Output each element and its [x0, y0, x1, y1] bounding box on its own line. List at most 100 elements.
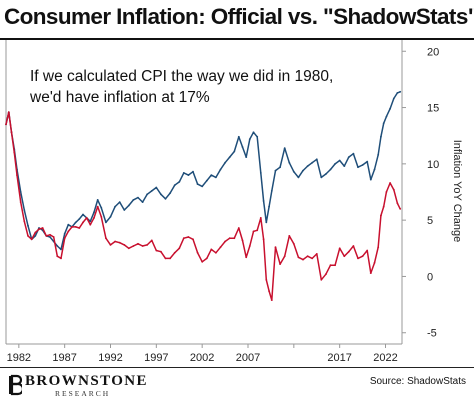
series-1-point: [74, 226, 77, 228]
series-1-point: [268, 290, 270, 292]
series-1-point: [56, 255, 59, 258]
series-1-point: [13, 151, 16, 154]
series-1-point: [100, 215, 103, 218]
series-1-point: [173, 251, 176, 254]
x-tick-label: 1987: [52, 352, 76, 364]
series-0-point: [224, 161, 227, 164]
series-1-point: [141, 245, 144, 247]
x-tick-label: 1982: [7, 352, 31, 364]
series-1-point: [252, 230, 255, 233]
series-0-point: [279, 166, 281, 169]
series-0-point: [23, 209, 26, 211]
title-divider: [0, 38, 474, 40]
series-0-point: [82, 213, 84, 216]
series-0-point: [347, 156, 350, 158]
series-1-point: [34, 231, 37, 234]
series-1-point: [265, 278, 268, 281]
series-1-point: [361, 255, 364, 258]
series-1-point: [228, 237, 231, 240]
series-1-point: [256, 229, 259, 232]
series-0-point: [205, 179, 208, 182]
series-1-point: [96, 205, 99, 208]
series-1-point: [343, 255, 346, 258]
series-0-point: [173, 184, 176, 187]
series-1-point: [16, 174, 18, 177]
series-1-point: [392, 188, 395, 191]
series-1-point: [210, 248, 213, 251]
series-1-point: [396, 202, 399, 205]
series-0-point: [160, 193, 162, 196]
inflation-chart: -5 0 5 10 15 20 1982 1987 1992 1997 2002 2007 2017 2…: [5, 40, 463, 364]
series-0-point: [237, 135, 240, 138]
series-0-point: [262, 200, 265, 202]
series-0-point: [288, 161, 291, 164]
series-0-point: [268, 205, 270, 208]
chart-title: Consumer Inflation: Official vs. "Shadow…: [4, 4, 474, 29]
series-0-point: [127, 204, 130, 207]
series-0-point: [210, 174, 213, 177]
series-1-point: [60, 257, 62, 260]
series-1-point: [320, 278, 323, 281]
y-tick-label: 10: [427, 159, 439, 171]
series-1-point: [93, 217, 95, 219]
x-tick-label: 2017: [327, 352, 351, 364]
series-1-point: [23, 220, 26, 223]
series-0-point: [329, 168, 332, 171]
series-0-point: [155, 186, 158, 189]
series-1-point: [347, 250, 350, 253]
series-1-point: [288, 235, 291, 237]
series-1-point: [187, 236, 190, 238]
series-1-point: [89, 223, 92, 226]
series-0-point: [219, 168, 222, 171]
y-tick-label: 5: [427, 215, 433, 227]
series-1-point: [302, 258, 304, 261]
series-0-point: [385, 115, 388, 118]
series-layer: [5, 90, 402, 301]
series-0-point: [325, 173, 327, 175]
series-0-point: [215, 176, 217, 179]
series-0-point: [49, 236, 51, 238]
y-tick-label: 0: [427, 271, 433, 283]
series-0-point: [302, 169, 304, 172]
source-note: Source: ShadowStats: [369, 376, 466, 387]
series-1-point: [274, 246, 277, 249]
annotation-line-1: If we calculated CPI the way we did in 1…: [30, 68, 334, 85]
series-1-point: [182, 237, 185, 240]
series-0-point: [19, 191, 22, 193]
series-0-point: [245, 156, 248, 158]
series-0-point: [201, 185, 204, 188]
plot-frame: [5, 40, 403, 345]
series-0-point: [56, 245, 59, 247]
series-0-point: [150, 190, 153, 192]
series-1-point: [270, 299, 273, 301]
series-line-1: [5, 111, 401, 301]
series-1-point: [306, 255, 309, 258]
x-tick-label: 1997: [144, 352, 168, 364]
series-1-point: [224, 240, 227, 243]
series-1-point: [123, 244, 126, 246]
y-axis-label: Inflation YoY Change: [451, 140, 463, 243]
series-0-point: [283, 147, 286, 149]
series-0-point: [338, 159, 341, 162]
series-1-point: [366, 249, 369, 252]
series-1-point: [41, 227, 44, 229]
series-1-point: [85, 217, 88, 219]
series-1-point: [283, 255, 286, 258]
series-0-point: [96, 199, 99, 201]
x-tick-label: 2022: [373, 352, 397, 364]
series-0-point: [396, 92, 399, 94]
series-1-point: [373, 262, 376, 264]
annotation-line-2: we'd have inflation at 17%: [30, 89, 210, 106]
series-0-point: [228, 156, 231, 158]
y-tick-label: -5: [427, 328, 437, 340]
series-0-point: [132, 199, 135, 201]
series-0-point: [109, 215, 112, 218]
series-1-point: [338, 247, 341, 250]
series-1-point: [205, 257, 208, 260]
series-1-point: [118, 241, 121, 244]
series-0-point: [60, 248, 62, 251]
series-1-point: [146, 244, 149, 246]
series-0-point: [27, 224, 29, 227]
series-0-point: [93, 211, 95, 214]
series-1-point: [155, 249, 158, 252]
